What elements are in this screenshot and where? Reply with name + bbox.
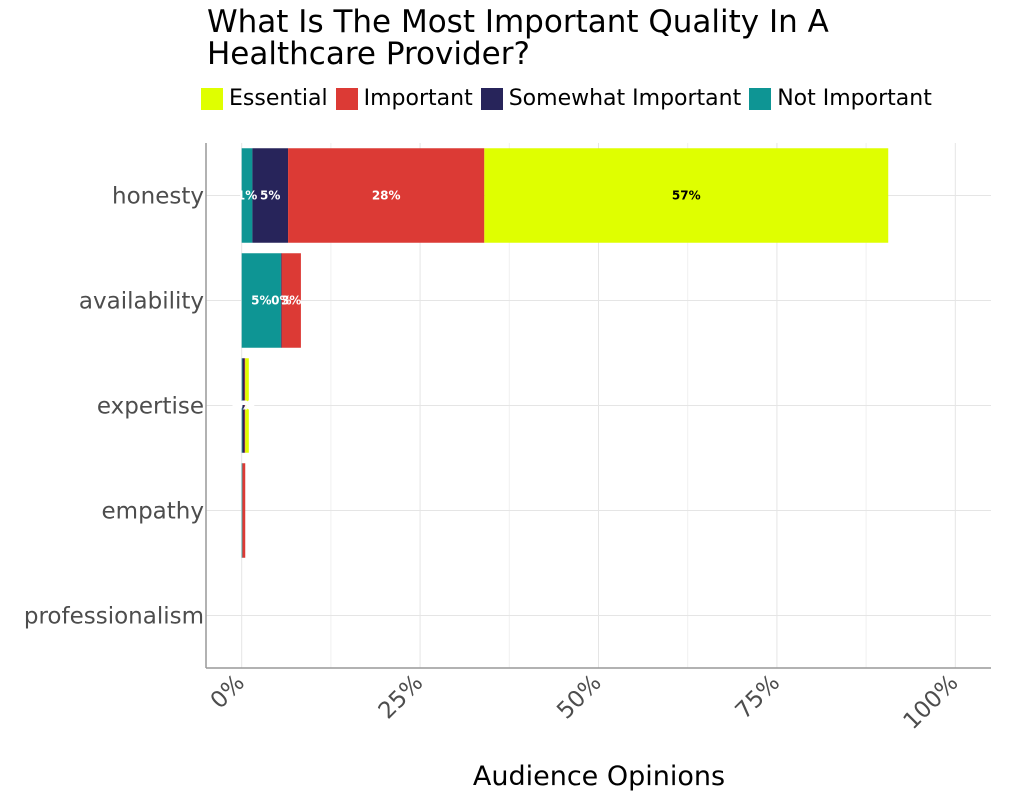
data-label-expertise-somewhat-important: 0% (233, 399, 253, 413)
x-axis-title: Audience Opinions (473, 761, 725, 792)
chart-title-line-2: Healthcare Provider? (207, 36, 530, 72)
data-label-expertise-not-important: 0% (232, 399, 252, 413)
legend-label-essential: Essential (229, 86, 328, 111)
legend-swatch-somewhat-important (480, 87, 503, 110)
bar-expertise-somewhat-important (242, 358, 245, 453)
bar-expertise-not-important (241, 358, 243, 453)
legend-item-not-important: Not Important (749, 86, 932, 111)
bar-empathy-important (242, 463, 246, 558)
bar-availability-important (281, 253, 301, 348)
chart-title-line-1: What Is The Most Important Quality In A (207, 4, 829, 40)
bar-expertise-essential (245, 358, 249, 453)
x-tick-label: 75% (731, 670, 786, 725)
y-tick-label-professionalism: professionalism (24, 604, 204, 630)
data-label-honesty-essential: 57% (672, 189, 701, 203)
bar-empathy-not-important (241, 463, 243, 558)
x-tick-label: 25% (374, 670, 429, 725)
x-tick-label: 50% (552, 670, 607, 725)
y-tick-label-honesty: honesty (112, 184, 204, 210)
legend-label-somewhat-important: Somewhat Important (508, 86, 742, 111)
data-label-honesty-important: 28% (372, 189, 401, 203)
bar-layer (241, 148, 889, 558)
data-label-availability-somewhat-important: 0% (271, 294, 291, 308)
bar-availability-not-important (241, 253, 281, 348)
legend-item-important: Important (335, 86, 473, 111)
bar-honesty-important (288, 148, 485, 243)
legend-swatch-not-important (749, 87, 772, 110)
y-tick-label-empathy: empathy (102, 499, 204, 525)
x-tick-label: 100% (899, 670, 964, 735)
data-label-availability-not-important: 5% (251, 294, 271, 308)
y-tick-label-expertise: expertise (97, 394, 204, 420)
chart-title: What Is The Most Important Quality In A … (207, 6, 1007, 70)
legend-item-somewhat-important: Somewhat Important (480, 86, 742, 111)
x-tick-label: 0% (206, 670, 250, 714)
bar-expertise-important (244, 358, 246, 453)
data-label-expertise-important: 0% (235, 399, 255, 413)
legend-label-important: Important (363, 86, 473, 111)
legend-item-essential: Essential (201, 86, 328, 111)
data-label-availability-important: 3% (281, 294, 301, 308)
data-label-honesty-not-important: 1% (237, 189, 257, 203)
bar-honesty-not-important (241, 148, 253, 243)
bar-honesty-essential (484, 148, 889, 243)
bar-label-layer: 1% 5% 28% 57%5% 0%3%0%0%0% (232, 189, 701, 413)
legend-swatch-essential (201, 87, 223, 110)
legend-label-not-important: Not Important (777, 86, 932, 111)
data-label-honesty-somewhat-important: 5% (260, 189, 280, 203)
legend: Essential Important Somewhat Important N… (201, 86, 940, 111)
bar-honesty-somewhat-important (252, 148, 289, 243)
bar-availability-somewhat-important (280, 253, 282, 348)
y-tick-label-availability: availability (79, 289, 204, 315)
legend-swatch-important (335, 87, 358, 110)
